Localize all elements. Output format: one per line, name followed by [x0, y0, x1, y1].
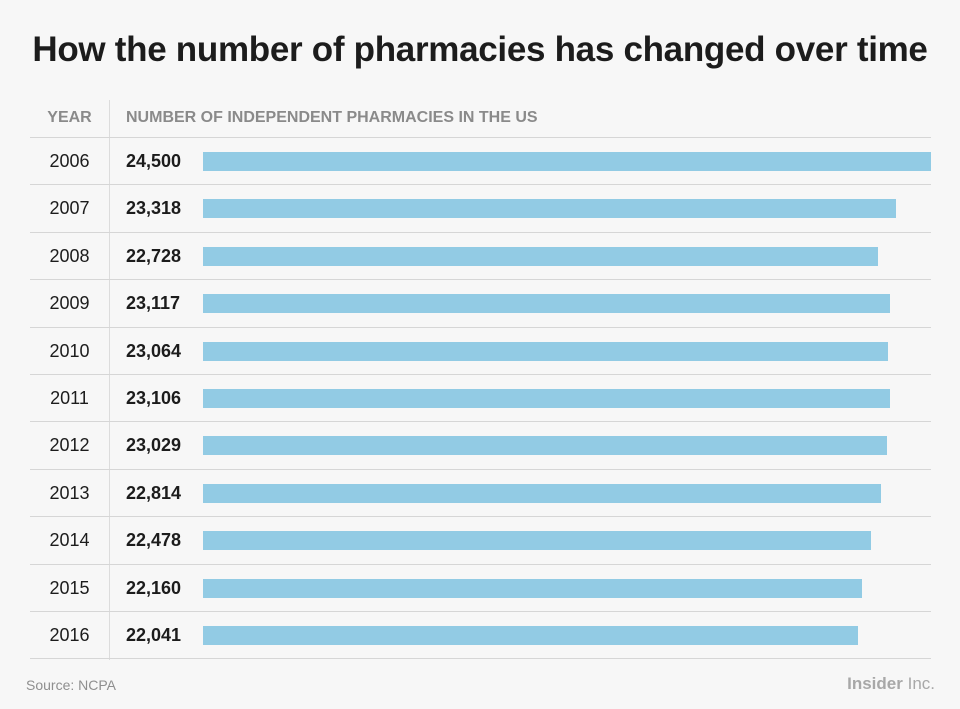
bar [203, 294, 890, 314]
bar [203, 625, 858, 645]
logo-suffix: Inc. [902, 674, 935, 693]
table-header: YEAR NUMBER OF INDEPENDENT PHARMACIES IN… [30, 100, 931, 138]
value-label: 23,117 [126, 293, 181, 314]
table-rows: 2006 24,500 2007 23,318 2008 22,728 2009 23,117… [30, 138, 931, 660]
table-row: 2008 22,728 [30, 233, 931, 281]
year-label: 2013 [49, 482, 90, 503]
bar [203, 246, 879, 266]
table-row: 2016 22,041 [30, 612, 931, 660]
bar [203, 199, 896, 219]
logo-word: Insider [847, 674, 903, 693]
insider-logo: Insider Inc. [847, 674, 935, 694]
table-row: 2010 23,064 [30, 328, 931, 375]
year-label: 2014 [49, 530, 90, 551]
value-label: 23,106 [126, 387, 182, 408]
bar [203, 436, 888, 456]
table-row: 2009 23,117 [30, 280, 931, 328]
value-label: 23,029 [126, 435, 182, 456]
bar [203, 152, 931, 171]
year-label: 2006 [49, 151, 90, 171]
table-row: 2013 22,814 [30, 470, 931, 518]
value-label: 22,041 [126, 624, 182, 645]
year-label: 2008 [49, 245, 90, 266]
table-row: 2011 23,106 [30, 375, 931, 423]
value-label: 22,728 [126, 245, 182, 266]
table-row: 2012 23,029 [30, 422, 931, 470]
bar [203, 531, 871, 551]
year-label: 2009 [49, 293, 90, 314]
year-label: 2015 [49, 577, 90, 598]
year-label: 2011 [50, 387, 89, 408]
bar [203, 388, 890, 408]
bar [203, 578, 862, 598]
year-column-header: YEAR [47, 109, 92, 126]
value-label: 22,814 [126, 482, 182, 503]
column-divider [109, 100, 110, 660]
year-label: 2007 [49, 198, 90, 219]
value-label: 24,500 [126, 151, 182, 171]
data-table: YEAR NUMBER OF INDEPENDENT PHARMACIES IN… [30, 100, 931, 660]
value-column-header: NUMBER OF INDEPENDENT PHARMACIES IN THE … [126, 109, 538, 126]
chart-title: How the number of pharmacies has changed… [32, 30, 928, 69]
source-note: Source: NCPA [26, 677, 116, 693]
table-row: 2015 22,160 [30, 565, 931, 612]
value-label: 23,318 [126, 198, 182, 219]
value-label: 22,160 [126, 577, 182, 598]
value-label: 22,478 [126, 530, 182, 551]
year-label: 2010 [49, 340, 90, 361]
table-row: 2007 23,318 [30, 185, 931, 233]
year-label: 2012 [49, 435, 90, 456]
bar [203, 483, 881, 503]
value-label: 23,064 [126, 340, 182, 361]
table-row: 2014 22,478 [30, 517, 931, 565]
table-row: 2006 24,500 [30, 138, 931, 186]
year-label: 2016 [49, 624, 90, 645]
bar [203, 341, 889, 361]
